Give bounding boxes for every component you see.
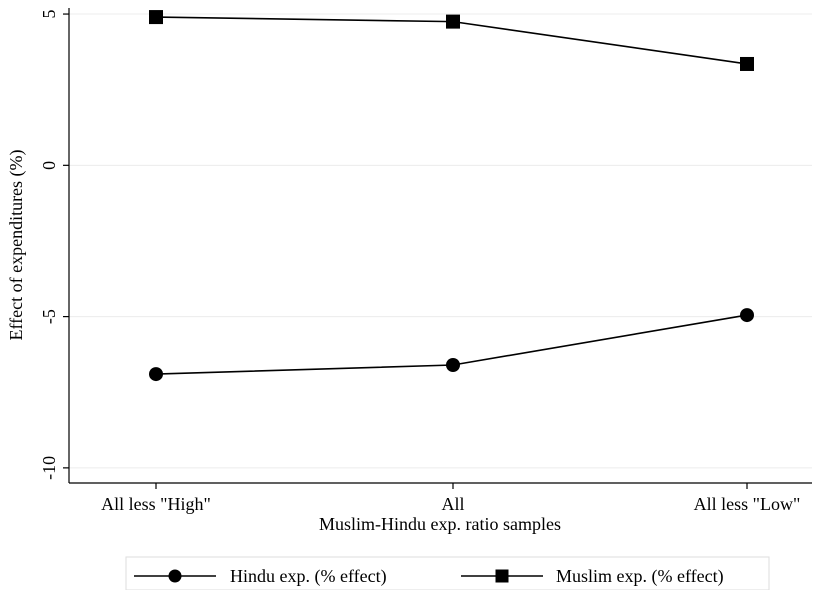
legend-label-hindu: Hindu exp. (% effect) (230, 566, 387, 587)
legend-marker-muslim (495, 569, 509, 583)
x-axis-ticks: All less "High" All All less "Low" (101, 483, 800, 514)
y-axis-ticks: 5 0 -5 -10 (39, 10, 69, 480)
legend: Hindu exp. (% effect) Muslim exp. (% eff… (125, 556, 770, 590)
data-point-hindu (740, 308, 754, 323)
x-tick-label: All (441, 494, 464, 514)
y-tick-label: 0 (39, 161, 59, 170)
legend-label-muslim: Muslim exp. (% effect) (556, 566, 724, 587)
data-point-muslim (740, 56, 754, 71)
gridlines (69, 13, 812, 469)
legend-frame (125, 556, 770, 590)
y-tick-label: -5 (39, 309, 59, 324)
x-tick-label: All less "High" (101, 494, 211, 514)
x-tick-label: All less "Low" (694, 494, 801, 514)
data-point-muslim (149, 10, 163, 25)
x-axis-title: Muslim-Hindu exp. ratio samples (319, 514, 561, 534)
data-point-hindu (149, 367, 163, 382)
y-tick-label: 5 (39, 10, 59, 19)
y-axis-title: Effect of expenditures (%) (6, 149, 27, 340)
series-group (149, 10, 754, 382)
legend-marker-hindu (168, 569, 182, 583)
data-point-muslim (446, 14, 460, 29)
data-point-hindu (446, 358, 460, 373)
y-tick-label: -10 (39, 456, 59, 480)
